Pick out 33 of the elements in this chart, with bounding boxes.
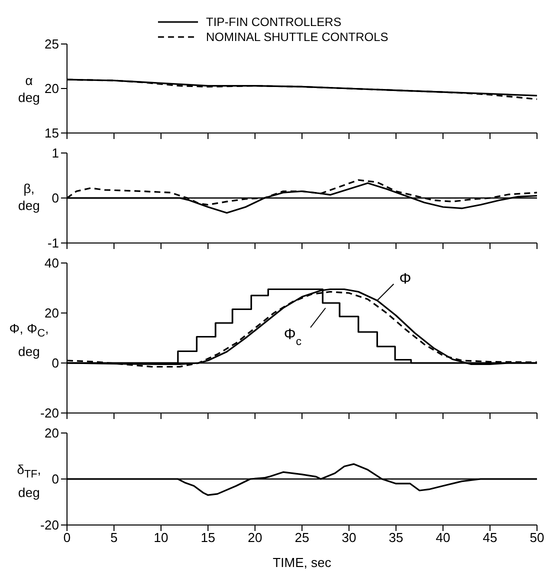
y-axis-title: Φ, Φ$_{C}$, deg [8,320,50,360]
y-axis-title: α deg [18,72,40,104]
y-tick-label: -1 [47,236,59,251]
y-axis-title: β, deg [17,180,41,214]
y-tick-label: 15 [44,126,59,141]
x-tick-label: 45 [482,530,498,546]
y-axis-title: δ$_{TF}$, deg [16,461,42,501]
y-tick-label: 0 [52,190,59,206]
annotation: Φ$_{c}$ [284,326,302,348]
y-tick-label: -20 [40,406,59,421]
y-tick-label: 20 [44,81,59,96]
y-tick-label: -20 [40,518,59,533]
x-tick-label: 5 [110,530,118,546]
x-tick-label: 10 [154,530,168,546]
x-tick-label: 35 [388,530,404,546]
x-axis-title: TIME, sec [272,555,332,570]
y-tick-label: 20 [44,426,59,441]
x-tick-label: 25 [294,530,310,546]
x-tick-label: 0 [63,530,71,546]
y-tick-label: 0 [52,472,59,487]
x-tick-label: 30 [342,530,356,546]
x-tick-label: 20 [248,530,262,546]
x-tick-label: 40 [436,530,450,546]
y-tick-label: 40 [44,256,59,271]
legend-label: TIP-FIN CONTROLLERS [206,14,342,28]
y-tick-label: 1 [52,146,59,161]
x-tick-label: 50 [530,530,544,546]
legend-label: NOMINAL SHUTTLE CONTROLS [206,30,388,44]
x-tick-label: 15 [200,530,216,546]
y-tick-label: 20 [44,306,59,321]
y-tick-label: 25 [44,36,59,52]
annotation: Φ [399,270,412,288]
y-tick-label: 0 [52,356,59,371]
